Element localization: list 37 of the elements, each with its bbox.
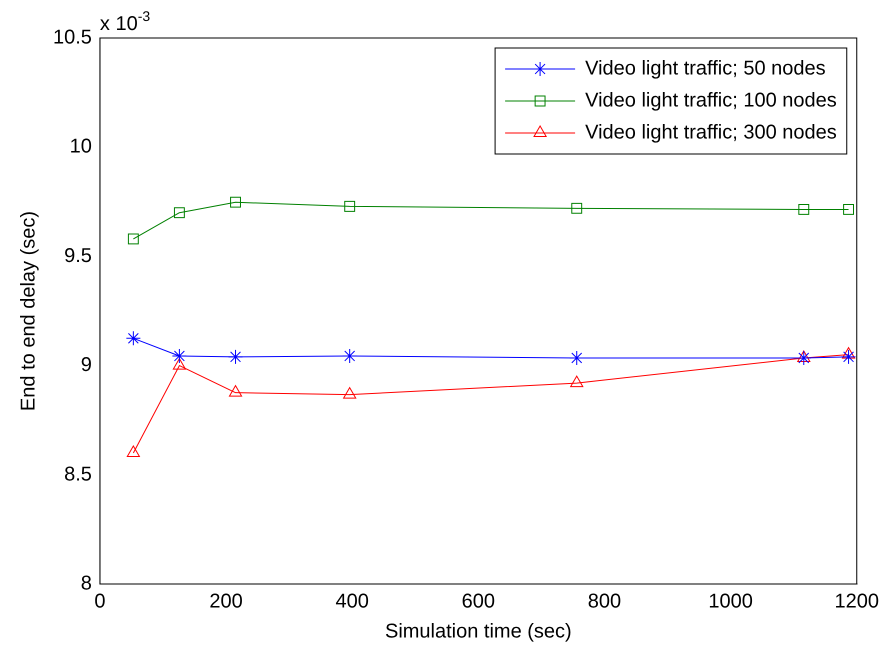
point [843,204,854,215]
point [342,348,358,364]
x-axis-title: Simulation time (sec) [384,620,572,643]
y-tick-label: 8 [80,572,92,595]
point [841,349,856,364]
point [126,445,140,457]
point [797,350,810,362]
point [798,204,810,215]
point [343,387,356,399]
point [126,330,141,346]
x-tick-label: 1000 [708,590,753,613]
x-tick-label: 0 [94,590,106,613]
y-tick-label: 8.5 [64,463,92,486]
x-tick-label: 200 [209,590,243,613]
y-tick-label: 9 [80,354,92,376]
point [344,200,356,212]
x-tick-label: 600 [462,590,496,613]
point [230,196,241,208]
x-tick-label: 800 [588,590,622,613]
point [842,347,856,359]
point [570,376,584,388]
point [228,349,244,364]
y-tick-label: 9.5 [64,244,92,267]
y-tick-label: 10.5 [52,26,92,49]
x-tick-label: 1200 [834,590,880,613]
point [172,358,186,370]
y-axis-title: End to end delay (sec) [18,210,40,412]
legend-label: Video light traffic; 100 nodes [585,90,837,112]
point [174,207,185,218]
point [172,348,187,364]
y-tick-label: 10 [70,136,92,158]
legend-label: Video light traffic; 300 nodes [585,122,837,144]
point [228,385,242,397]
point [128,233,139,244]
legend-label: Video light traffic; 50 nodes [585,58,826,80]
point [571,202,582,214]
x-tick-label: 400 [336,590,369,613]
